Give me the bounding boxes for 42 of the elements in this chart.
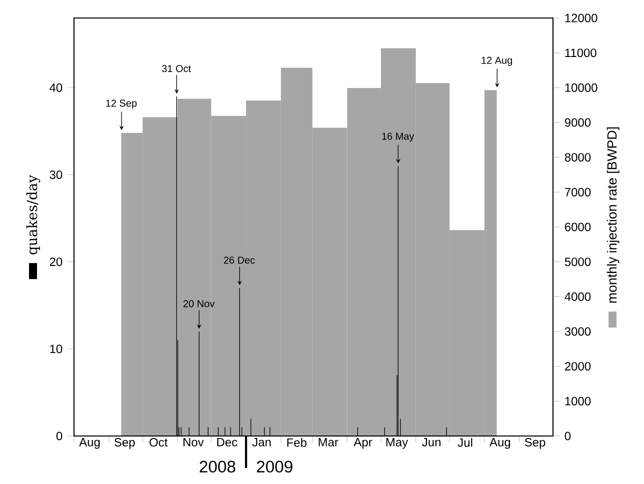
- x-tick-label: Sep: [114, 438, 135, 449]
- y2-tick-label: 12000: [565, 14, 598, 22]
- y-tick-label: 0: [56, 432, 62, 440]
- y2-tick-label: 8000: [564, 153, 591, 162]
- x-tick-label: Aug: [79, 438, 100, 449]
- x-tick-label: Oct: [150, 438, 168, 447]
- annotation: 20 Nov: [183, 300, 215, 308]
- annotation: 12 Aug: [482, 56, 512, 66]
- y2-tick-label: 9000: [564, 118, 591, 127]
- x-tick-label: Apr: [354, 438, 372, 449]
- y2-tick-label: 2000: [564, 362, 591, 371]
- y-tick-label: 40: [50, 83, 62, 92]
- x-tick-label: Nov: [184, 438, 204, 446]
- y2-tick-label: 6000: [564, 222, 591, 232]
- x-tick-label: Dec: [217, 438, 238, 446]
- text: 2009: [256, 460, 292, 473]
- y2-tick-label: 0: [564, 432, 571, 440]
- annotation: 16 May: [382, 132, 414, 142]
- x-tick-label: Jul: [458, 438, 472, 447]
- y-tick-label: 10: [50, 344, 62, 354]
- x-tick-label: Sep: [524, 438, 546, 449]
- annotation: 31 Oct: [162, 65, 191, 72]
- y2-tick-label: 10000: [565, 83, 598, 92]
- x-tick-label: Jan: [252, 438, 271, 446]
- x-tick-label: Jun: [422, 438, 440, 446]
- y-tick-label: 20: [50, 258, 62, 266]
- y2-axis-title: monthly injection rate [BWPD]: [606, 127, 620, 303]
- y2-tick-label: 1000: [565, 396, 591, 406]
- x-tick-label: Mar: [318, 438, 338, 446]
- text: 2008: [200, 460, 236, 473]
- y-tick-label: 30: [50, 170, 62, 179]
- y2-tick-label: 11000: [565, 48, 596, 58]
- y-axis-title: quakes/day: [26, 174, 40, 254]
- x-tick-label: Aug: [489, 438, 510, 449]
- annotation: 12 Sep: [106, 100, 137, 109]
- annotation: 26 Dec: [224, 256, 255, 264]
- x-tick-label: Feb: [287, 438, 306, 447]
- y2-tick-label: 3000: [564, 327, 591, 336]
- y2-tick-label: 7000: [564, 188, 591, 196]
- x-tick-label: May: [386, 438, 408, 449]
- y2-tick-label: 4000: [564, 292, 591, 301]
- y2-tick-label: 5000: [564, 258, 591, 266]
